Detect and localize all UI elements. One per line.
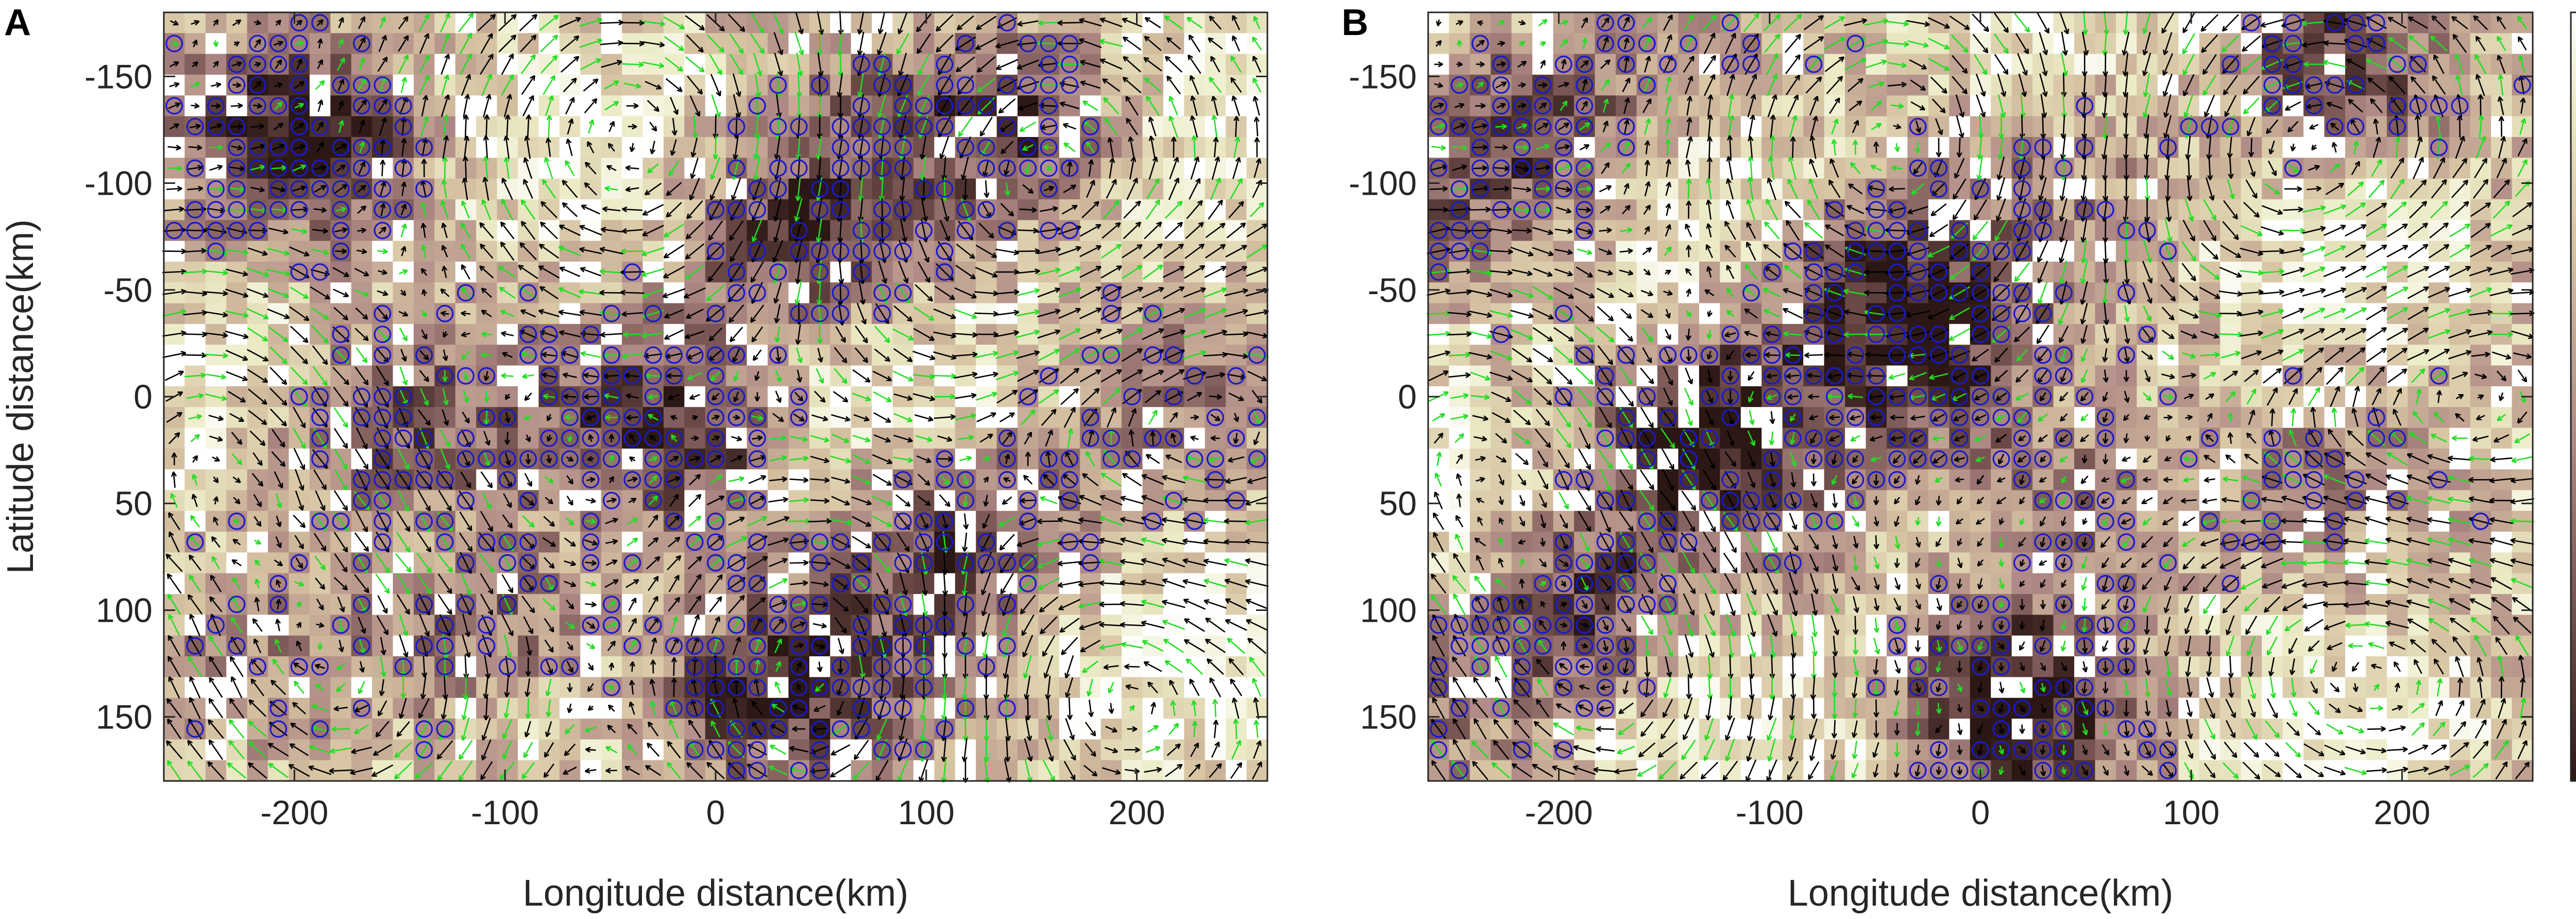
x-tick-label: 200 — [1108, 793, 1165, 831]
y-tick-label: 100 — [96, 591, 152, 629]
y-tick-label: 0 — [133, 378, 152, 416]
x-tick-label: 100 — [898, 793, 955, 831]
x-tick-label: -200 — [260, 793, 328, 831]
y-tick-label: -100 — [84, 164, 152, 202]
panel-a-x-axis-label: Longitude distance(km) — [523, 873, 908, 914]
y-tick-label: 50 — [115, 484, 152, 522]
x-tick-label: 0 — [706, 793, 725, 831]
y-tick-label: 150 — [96, 698, 152, 736]
y-tick-label: -50 — [104, 271, 152, 309]
panel-b-label: B — [1342, 2, 1368, 43]
x-tick-label: -100 — [471, 793, 539, 831]
panel-a-y-axis-label: Latitude distance(km) — [0, 219, 41, 574]
panel-a: A -200 -100 0 100 200 -150 -100 -50 0 50 100 150 L… — [0, 2, 1269, 914]
panel-a-label: A — [4, 2, 31, 43]
y-tick-label: -150 — [84, 57, 152, 95]
